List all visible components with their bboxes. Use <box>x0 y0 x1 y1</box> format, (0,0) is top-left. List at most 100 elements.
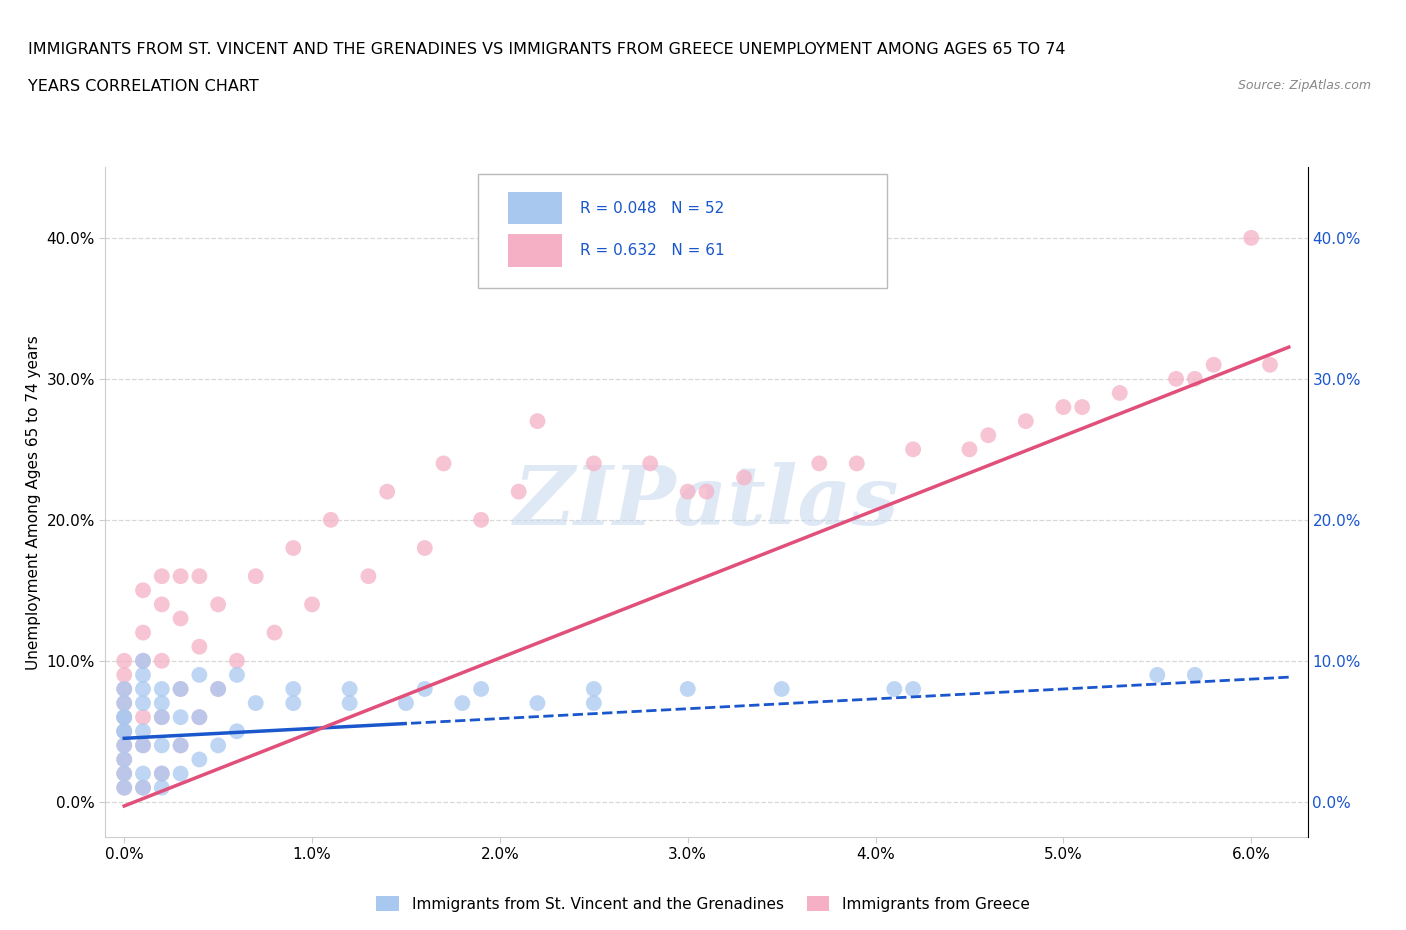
Point <box>901 682 924 697</box>
Point <box>245 569 267 584</box>
Legend: Immigrants from St. Vincent and the Grenadines, Immigrants from Greece: Immigrants from St. Vincent and the Gren… <box>370 889 1036 918</box>
Point <box>319 512 342 527</box>
Point <box>132 737 155 752</box>
Text: YEARS CORRELATION CHART: YEARS CORRELATION CHART <box>28 79 259 94</box>
Point <box>112 780 135 795</box>
Point <box>188 668 211 683</box>
Point <box>132 766 155 781</box>
Point <box>357 569 380 584</box>
Point <box>526 414 548 429</box>
Point <box>1184 371 1206 386</box>
Point <box>150 696 173 711</box>
Point <box>207 682 229 697</box>
Point <box>169 682 191 697</box>
Point <box>283 540 305 555</box>
Point <box>150 737 173 752</box>
Text: R = 0.048   N = 52: R = 0.048 N = 52 <box>581 201 724 216</box>
Point <box>188 569 211 584</box>
Point <box>226 668 249 683</box>
Point <box>132 668 155 683</box>
Point <box>375 485 398 499</box>
Point <box>770 682 793 697</box>
Point <box>413 540 436 555</box>
Point <box>733 470 755 485</box>
Point <box>301 597 323 612</box>
Point <box>112 710 135 724</box>
Bar <box>508 234 562 267</box>
Point <box>112 752 135 767</box>
Point <box>1071 400 1094 415</box>
Point <box>150 780 173 795</box>
Point <box>339 696 361 711</box>
Point <box>883 682 905 697</box>
Bar <box>508 193 562 224</box>
Point <box>1052 400 1074 415</box>
Point <box>283 682 305 697</box>
Text: ZIPatlas: ZIPatlas <box>513 462 900 542</box>
Point <box>526 696 548 711</box>
Point <box>582 682 605 697</box>
Point <box>132 724 155 738</box>
Point <box>508 485 530 499</box>
Point <box>188 752 211 767</box>
Point <box>413 682 436 697</box>
Point <box>977 428 1000 443</box>
Point <box>150 597 173 612</box>
Point <box>150 710 173 724</box>
Point <box>582 456 605 471</box>
Point <box>207 682 229 697</box>
Point <box>112 724 135 738</box>
Point <box>150 710 173 724</box>
Point <box>207 737 229 752</box>
Point <box>169 682 191 697</box>
Point <box>132 780 155 795</box>
Point <box>132 654 155 669</box>
Text: IMMIGRANTS FROM ST. VINCENT AND THE GRENADINES VS IMMIGRANTS FROM GREECE UNEMPLO: IMMIGRANTS FROM ST. VINCENT AND THE GREN… <box>28 42 1066 57</box>
Point <box>112 752 135 767</box>
Point <box>808 456 831 471</box>
Point <box>112 696 135 711</box>
Point <box>1258 357 1281 372</box>
Point <box>1184 668 1206 683</box>
Point <box>112 682 135 697</box>
Point <box>901 442 924 457</box>
Point <box>112 737 135 752</box>
Point <box>112 710 135 724</box>
Point <box>1164 371 1187 386</box>
Point <box>112 724 135 738</box>
Point <box>169 710 191 724</box>
Point <box>188 639 211 654</box>
Point <box>112 682 135 697</box>
Point <box>150 766 173 781</box>
Point <box>112 766 135 781</box>
Point <box>112 724 135 738</box>
Point <box>1015 414 1038 429</box>
Point <box>112 710 135 724</box>
Point <box>695 485 717 499</box>
Point <box>226 654 249 669</box>
Point <box>845 456 868 471</box>
Point <box>263 625 285 640</box>
Point <box>339 682 361 697</box>
Point <box>132 654 155 669</box>
Point <box>1240 231 1263 246</box>
Point <box>132 710 155 724</box>
Point <box>470 512 492 527</box>
Point <box>1146 668 1168 683</box>
Text: R = 0.632   N = 61: R = 0.632 N = 61 <box>581 243 725 258</box>
Point <box>395 696 418 711</box>
Text: Source: ZipAtlas.com: Source: ZipAtlas.com <box>1237 79 1371 92</box>
Point <box>112 696 135 711</box>
Point <box>132 583 155 598</box>
Point <box>132 682 155 697</box>
Point <box>207 597 229 612</box>
Point <box>169 569 191 584</box>
Point <box>188 710 211 724</box>
FancyBboxPatch shape <box>478 174 887 288</box>
Point <box>470 682 492 697</box>
Point <box>226 724 249 738</box>
Point <box>150 682 173 697</box>
Point <box>245 696 267 711</box>
Point <box>638 456 661 471</box>
Point <box>432 456 454 471</box>
